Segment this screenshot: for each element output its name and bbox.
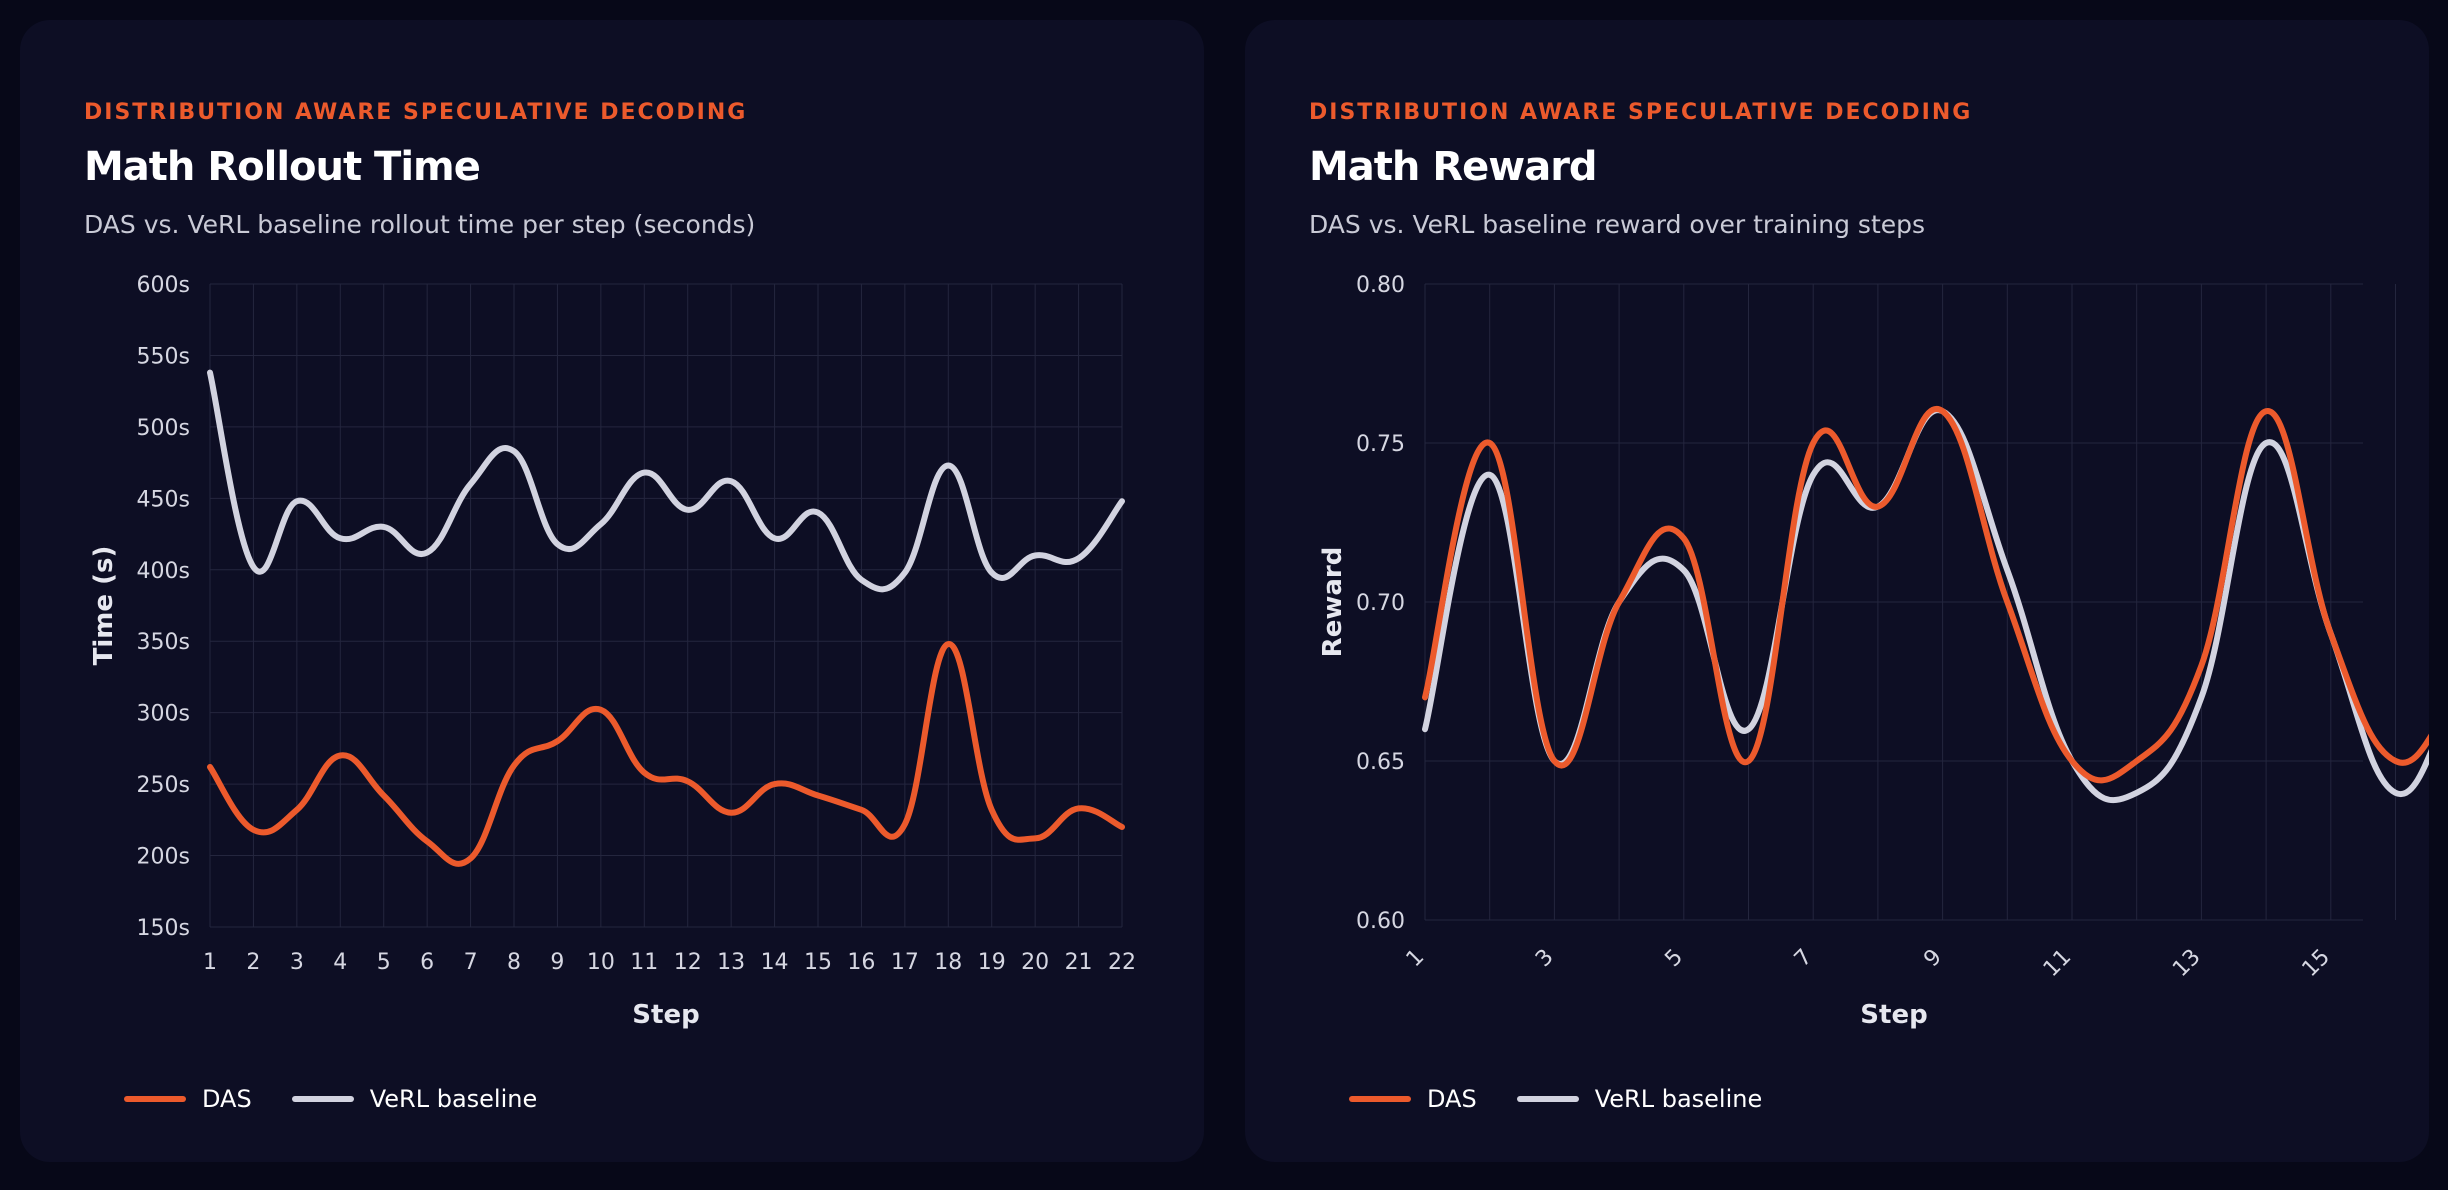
- legend-label-das: DAS: [1427, 1085, 1477, 1113]
- y-tick-label: 600s: [137, 273, 190, 298]
- legend-label-baseline: VeRL baseline: [369, 1085, 538, 1113]
- baseline-series-line: [207, 369, 1125, 593]
- legend-label-baseline: VeRL baseline: [1594, 1085, 1763, 1113]
- y-tick-label: 0.65: [1356, 750, 1405, 775]
- x-tick-label: 17: [2427, 945, 2429, 982]
- x-tick-label: 16: [847, 950, 875, 975]
- x-tick-label: 19: [978, 950, 1006, 975]
- y-axis-title: Reward: [1318, 547, 1348, 658]
- x-tick-label: 14: [761, 950, 789, 975]
- card-title: Math Rollout Time: [84, 144, 481, 190]
- y-tick-label: 0.80: [1356, 273, 1405, 298]
- legend-item-das[interactable]: DAS: [124, 1085, 252, 1113]
- legend-swatch-das: [1349, 1096, 1411, 1102]
- x-tick-label: 22: [1108, 950, 1136, 975]
- y-tick-label: 150s: [137, 916, 190, 941]
- rollout-time-chart: 150s 200s 250s 300s 350s 400s 450s 500s 550s 600s…: [89, 273, 1136, 1030]
- x-tick-label: 7: [1790, 945, 1818, 973]
- x-tick-label: 4: [333, 950, 347, 975]
- x-tick-label: 11: [2039, 945, 2076, 982]
- y-tick-label: 0.75: [1356, 432, 1405, 457]
- y-tick-label: 500s: [137, 416, 190, 441]
- card-eyebrow: DISTRIBUTION AWARE SPECULATIVE DECODING: [1309, 100, 1973, 125]
- x-tick-label: 5: [1660, 945, 1688, 973]
- y-tick-label: 0.70: [1356, 591, 1405, 616]
- x-tick-label: 3: [1531, 945, 1559, 973]
- x-tick-label: 18: [934, 950, 962, 975]
- x-tick-label: 21: [1065, 950, 1093, 975]
- x-tick-label: 7: [464, 950, 478, 975]
- rollout-time-card: DISTRIBUTION AWARE SPECULATIVE DECODING …: [20, 20, 1204, 1162]
- card-subtitle: DAS vs. VeRL baseline rollout time per s…: [84, 210, 756, 239]
- legend-label-das: DAS: [202, 1085, 252, 1113]
- das-series-line: [1422, 405, 2429, 784]
- x-tick-label: 11: [630, 950, 658, 975]
- legend-swatch-baseline: [291, 1096, 354, 1102]
- legend-item-das[interactable]: DAS: [1349, 1085, 1477, 1113]
- legend-item-baseline[interactable]: VeRL baseline: [291, 1085, 538, 1113]
- y-tick-label: 400s: [137, 559, 190, 584]
- chart-legend: DAS VeRL baseline: [124, 1085, 577, 1113]
- das-series-line: [207, 641, 1125, 867]
- x-tick-label: 13: [717, 950, 745, 975]
- x-tick-label: 15: [2298, 945, 2335, 982]
- x-axis-title: Step: [632, 1000, 699, 1030]
- legend-swatch-baseline: [1516, 1096, 1579, 1102]
- x-tick-label: 1: [203, 950, 217, 975]
- x-tick-label: 5: [377, 950, 391, 975]
- card-subtitle: DAS vs. VeRL baseline reward over traini…: [1309, 210, 1926, 239]
- card-eyebrow: DISTRIBUTION AWARE SPECULATIVE DECODING: [84, 100, 748, 125]
- x-tick-label: 12: [674, 950, 702, 975]
- card-title: Math Reward: [1309, 144, 1598, 190]
- y-tick-label: 550s: [137, 344, 190, 369]
- y-tick-label: 0.60: [1356, 909, 1405, 934]
- x-tick-label: 3: [290, 950, 304, 975]
- y-tick-label: 300s: [137, 702, 190, 727]
- x-tick-label: 2: [246, 950, 260, 975]
- x-tick-label: 17: [891, 950, 919, 975]
- x-tick-label: 9: [550, 950, 564, 975]
- y-tick-label: 350s: [137, 630, 190, 655]
- x-tick-label: 10: [587, 950, 615, 975]
- x-axis-title: Step: [1860, 1000, 1927, 1030]
- y-tick-label: 200s: [137, 845, 190, 870]
- y-axis-title: Time (s): [89, 546, 119, 666]
- y-tick-label: 250s: [137, 773, 190, 798]
- legend-swatch-das: [124, 1096, 186, 1102]
- x-tick-label: 20: [1021, 950, 1049, 975]
- chart-legend: DAS VeRL baseline: [1349, 1085, 1802, 1113]
- reward-chart: 0.600.650.700.750.8013579111315171921232…: [1318, 273, 2429, 1030]
- x-tick-label: 9: [1919, 945, 1947, 973]
- legend-item-baseline[interactable]: VeRL baseline: [1516, 1085, 1763, 1113]
- x-tick-label: 8: [507, 950, 521, 975]
- reward-card: DISTRIBUTION AWARE SPECULATIVE DECODING …: [1245, 20, 2429, 1162]
- x-tick-label: 6: [420, 950, 434, 975]
- x-tick-label: 15: [804, 950, 832, 975]
- y-tick-label: 450s: [137, 487, 190, 512]
- x-tick-label: 13: [2168, 945, 2205, 982]
- x-tick-label: 1: [1402, 945, 1430, 973]
